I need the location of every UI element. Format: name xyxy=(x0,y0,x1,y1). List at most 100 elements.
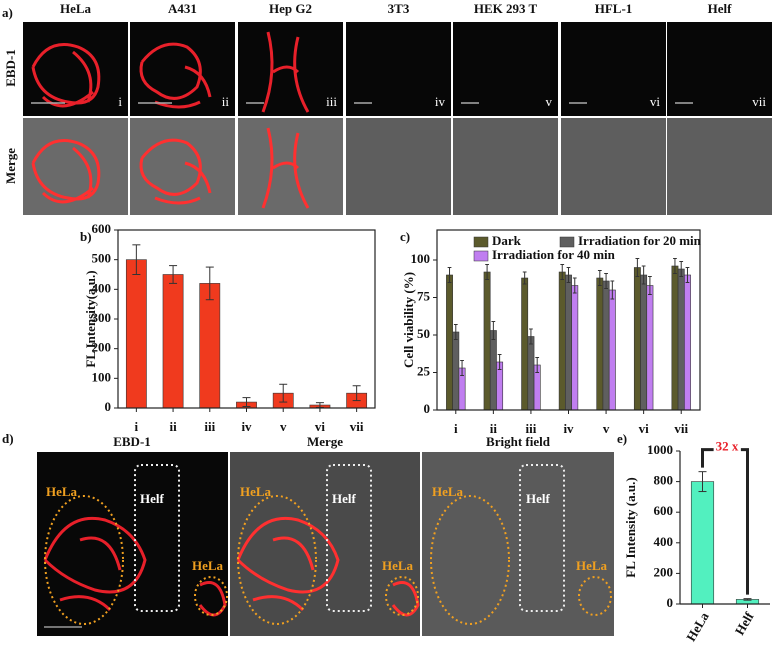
x-tick-label: ii xyxy=(490,421,498,436)
region-outline xyxy=(237,495,317,625)
micrograph xyxy=(453,118,558,215)
image-index: iv xyxy=(435,94,446,109)
region-outline xyxy=(194,576,228,616)
region-label: HeLa xyxy=(576,558,608,573)
micrograph xyxy=(453,22,558,116)
micrograph xyxy=(561,118,666,215)
bar xyxy=(596,277,604,411)
panel-letter: c) xyxy=(400,229,410,244)
x-tick-label: vi xyxy=(639,421,650,436)
column-label: HFL-1 xyxy=(595,1,633,16)
region-label: HeLa xyxy=(192,558,224,573)
error-bar xyxy=(497,354,502,370)
column-label: Hep G2 xyxy=(269,1,312,16)
image-title: Merge xyxy=(307,434,343,449)
bar xyxy=(608,289,616,411)
error-bar xyxy=(610,280,615,300)
bar xyxy=(446,274,453,411)
legend-label: Irradiation for 40 min xyxy=(492,247,616,262)
cell-signal xyxy=(261,31,310,113)
y-tick-label: 1000 xyxy=(647,442,673,457)
bar xyxy=(633,267,641,411)
legend-swatch xyxy=(473,250,489,262)
y-tick-label: 0 xyxy=(667,595,674,610)
y-tick-label: 200 xyxy=(654,564,674,579)
x-tick-label: ii xyxy=(169,419,177,434)
bar xyxy=(640,274,648,411)
region-outline xyxy=(578,576,612,616)
column-label: 3T3 xyxy=(388,1,410,16)
image-title: EBD-1 xyxy=(113,434,151,449)
column-label: A431 xyxy=(168,1,197,16)
bar xyxy=(671,265,679,411)
x-tick-label: v xyxy=(603,421,610,436)
bar xyxy=(684,274,691,411)
error-bar xyxy=(743,598,752,601)
image-index: ii xyxy=(222,94,230,109)
error-bar xyxy=(242,397,251,408)
region-label: HeLa xyxy=(382,558,414,573)
bar xyxy=(199,283,221,409)
error-bar xyxy=(453,324,458,340)
y-tick-label: 75 xyxy=(417,288,431,303)
region-outline xyxy=(44,495,124,625)
micrograph xyxy=(130,118,235,215)
error-bar xyxy=(535,357,540,373)
bar xyxy=(483,271,491,411)
micrograph xyxy=(130,22,235,116)
bar xyxy=(452,331,460,411)
micrograph-row xyxy=(37,452,614,636)
image-index: v xyxy=(546,94,553,109)
annotation: 32 x xyxy=(716,439,739,454)
bar xyxy=(646,285,654,411)
x-tick-label: HeLa xyxy=(683,609,712,644)
region-label: HeLa xyxy=(46,484,78,499)
error-bar xyxy=(279,383,288,403)
micrograph xyxy=(422,452,614,636)
column-label: Helf xyxy=(708,1,732,16)
error-bar xyxy=(648,276,652,295)
error-bar xyxy=(132,244,141,275)
error-bar xyxy=(673,258,677,274)
image-title: Bright field xyxy=(486,434,551,449)
x-tick-label: v xyxy=(280,419,287,434)
micrograph xyxy=(238,118,343,215)
y-tick-label: 600 xyxy=(654,503,674,518)
region-label: HeLa xyxy=(240,484,272,499)
panel-letter: e) xyxy=(617,431,627,446)
x-tick-label: vi xyxy=(315,419,326,434)
region-outline xyxy=(385,576,419,616)
micrograph xyxy=(667,118,772,215)
region-outline xyxy=(519,464,565,612)
micrograph xyxy=(23,22,128,116)
y-tick-label: 100 xyxy=(411,251,431,266)
cell-signal xyxy=(236,516,340,612)
error-bar xyxy=(641,265,646,285)
error-bar xyxy=(560,264,565,280)
micrograph xyxy=(230,452,420,636)
bar xyxy=(677,268,685,411)
micrograph xyxy=(561,22,666,116)
image-index: i xyxy=(118,94,122,109)
cell-signal xyxy=(43,516,147,612)
error-bar xyxy=(679,261,684,277)
cell-signal xyxy=(139,138,212,205)
y-tick-label: 200 xyxy=(92,340,112,355)
error-bar xyxy=(566,267,571,283)
bar xyxy=(565,274,572,411)
bar xyxy=(521,277,529,411)
region-outline xyxy=(134,464,180,612)
error-bar xyxy=(460,360,464,376)
y-tick-label: 500 xyxy=(92,251,112,266)
column-label: HEK 293 T xyxy=(474,1,538,16)
legend-swatch xyxy=(473,236,489,248)
micrograph xyxy=(346,118,451,215)
image-index: vi xyxy=(650,94,661,109)
y-tick-label: 400 xyxy=(654,534,674,549)
y-axis-label: FL Intensity (a.u.) xyxy=(623,477,638,577)
bar xyxy=(489,330,497,411)
bar xyxy=(527,336,535,411)
annotation-background xyxy=(713,438,741,454)
y-tick-label: 0 xyxy=(105,399,112,414)
y-tick-label: 600 xyxy=(92,221,112,236)
